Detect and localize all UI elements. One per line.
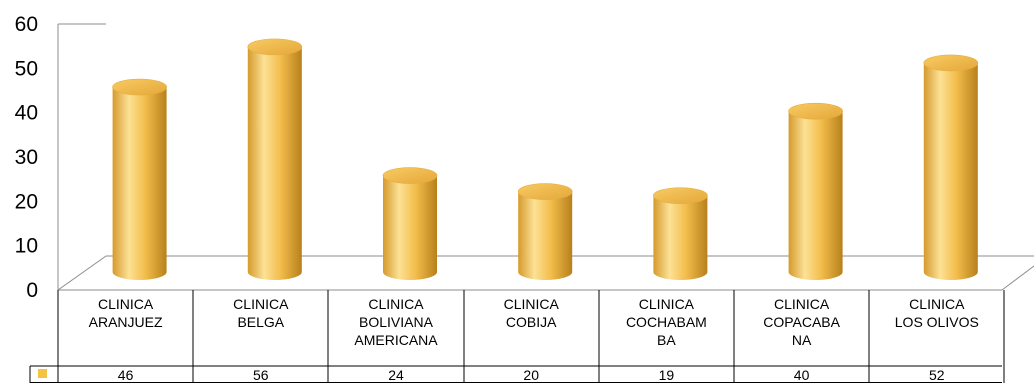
bar-body [383,175,437,280]
series-legend-key [38,369,47,378]
y-tick-label: 60 [15,13,38,36]
bar-top [653,187,708,204]
bar-top [517,183,573,200]
bar [788,102,843,280]
bar-top [382,167,438,184]
bar-body [112,87,167,280]
bar-top [247,38,303,56]
category-label: CLINICA COPACABA NA [763,296,840,348]
data-table: CLINICA ARANJUEZ 46 CLINICA BELGA 56 CLINICA BO… [29,290,1005,383]
bar-series [112,38,979,281]
category-label: CLINICA BELGA [233,296,289,330]
y-tick-label: 50 [15,57,38,80]
floor-left-edge [57,255,107,291]
y-tick-label: 0 [26,279,38,302]
y-tick-label: 30 [15,146,38,169]
category-label: CLINICA COBIJA [504,296,560,330]
category-label: CLINICA LOS OLIVOS [895,296,979,330]
category-label: CLINICA BOLIVIANA AMERICANA [354,296,438,348]
y-tick-label: 40 [15,102,38,125]
value-cell: 56 [253,367,269,383]
bar [517,183,573,280]
bar-body [788,111,843,280]
bar-body [653,195,708,280]
bar [247,38,303,280]
bar [382,167,438,280]
bar-body [518,191,573,280]
bar-body [247,46,302,280]
category-label: CLINICA COCHABAM BA [626,296,707,348]
category-label: CLINICA ARANJUEZ [89,296,163,330]
bar-top [788,102,843,120]
value-cell: 20 [523,367,539,383]
bar [112,78,167,280]
bar-top [923,54,979,72]
value-cell: 24 [388,367,404,383]
bar [923,54,979,281]
bar-top [112,78,167,96]
y-tick-label: 20 [15,190,38,213]
value-cell: 19 [659,367,675,383]
bar [653,187,708,280]
y-tick-label: 10 [15,235,38,258]
value-cell: 40 [794,367,810,383]
bar-body [923,62,978,281]
value-cell: 52 [929,367,945,383]
floor-right-edge [1001,265,1034,291]
y-axis-ticks: 0 10 20 30 40 50 60 [15,13,38,302]
value-cell: 46 [118,367,134,383]
